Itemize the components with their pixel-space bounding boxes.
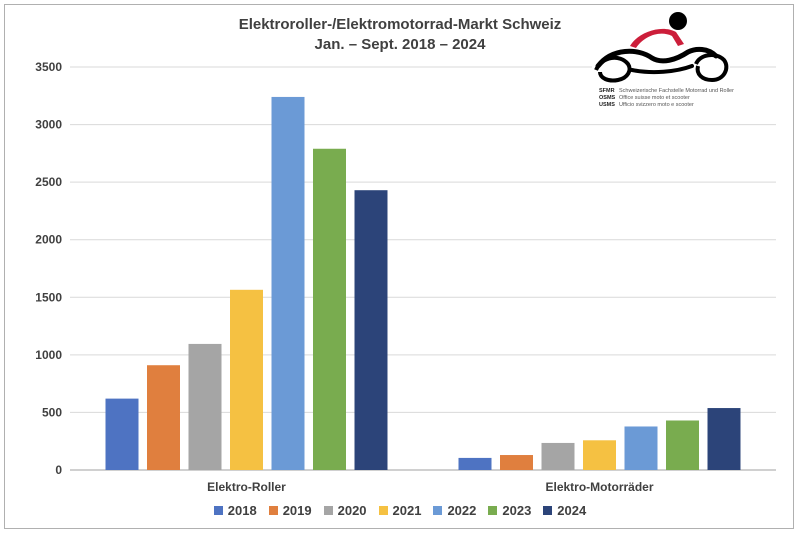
legend-swatch [268, 506, 278, 515]
logo-line-osms: OSMS Office suisse moto et scooter [599, 95, 690, 101]
legend-swatch [213, 506, 223, 515]
legend-label: 2020 [337, 503, 367, 518]
bar-2023-1 [666, 420, 699, 470]
y-tick-label: 3500 [35, 60, 62, 74]
bar-2022-0 [271, 96, 305, 471]
legend-item-2023: 2023 [488, 503, 531, 518]
legend-item-2021: 2021 [378, 503, 422, 518]
legend-item-2019: 2019 [268, 503, 312, 518]
bar-2021-0 [230, 289, 263, 470]
sfmr-logo: SFMR Schweizerische Fachstelle Motorrad u… [592, 8, 734, 118]
bar-2019-0 [147, 365, 180, 470]
legend-item-2024: 2024 [543, 503, 586, 518]
legend-label: 2021 [392, 503, 422, 518]
legend-label: 2019 [282, 503, 312, 518]
legend-item-2022: 2022 [433, 503, 476, 518]
chart-legend: 2018 2019 2020 2021 2022 2023 2024 [0, 503, 800, 518]
legend-swatch [433, 506, 443, 515]
bar-2018-1 [458, 457, 492, 470]
bar-2024-0 [354, 190, 388, 470]
x-category-label: Elektro-Motorräder [545, 480, 653, 494]
y-tick-label: 0 [55, 463, 62, 477]
x-category-label: Elektro-Roller [207, 480, 286, 494]
legend-label: 2024 [557, 503, 587, 518]
bar-2022-1 [624, 426, 658, 470]
bar-2020-0 [188, 343, 222, 470]
y-tick-label: 500 [42, 405, 62, 419]
legend-swatch [543, 506, 553, 515]
bar-2019-1 [500, 455, 533, 470]
y-tick-label: 1500 [35, 290, 62, 304]
bar-2024-1 [707, 408, 741, 470]
bar-2020-1 [541, 442, 575, 470]
y-tick-label: 2000 [35, 233, 62, 247]
bar-2021-1 [583, 440, 616, 470]
bar-2018-0 [105, 398, 139, 470]
legend-item-2018: 2018 [213, 503, 257, 518]
legend-swatch [488, 506, 498, 515]
legend-item-2020: 2020 [323, 503, 367, 518]
legend-label: 2023 [502, 503, 532, 518]
legend-label: 2018 [227, 503, 257, 518]
chart-title: Elektroroller-/Elektromotorrad-Markt Sch… [238, 16, 562, 33]
bar-2023-0 [313, 148, 346, 470]
legend-label: 2022 [447, 503, 477, 518]
y-tick-label: 1000 [35, 348, 62, 362]
legend-swatch [323, 506, 333, 515]
chart-subtitle: Jan. – Sept. 2018 – 2024 [314, 36, 486, 53]
logo-line-sfmr: SFMR Schweizerische Fachstelle Motorrad u… [599, 88, 734, 94]
y-tick-label: 2500 [35, 175, 62, 189]
logo-line-usms: USMS Ufficio svizzero moto e scooter [599, 102, 694, 108]
y-tick-label: 3000 [35, 118, 62, 132]
motorcycle-logo-icon [594, 12, 729, 83]
legend-swatch [378, 506, 388, 515]
